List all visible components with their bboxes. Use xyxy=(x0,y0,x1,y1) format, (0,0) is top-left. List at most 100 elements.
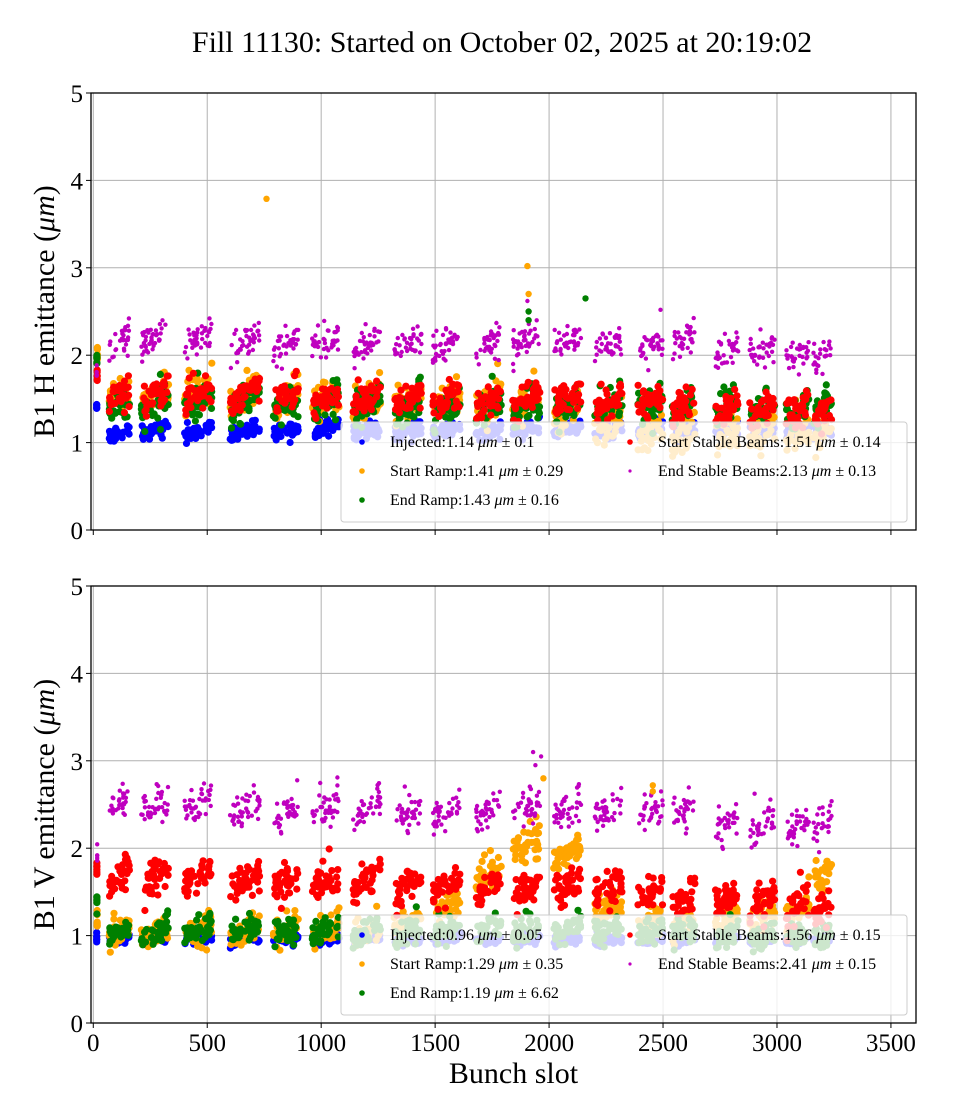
data-point xyxy=(429,392,437,400)
data-point xyxy=(282,932,290,940)
outlier-point xyxy=(524,262,531,270)
data-point xyxy=(274,364,279,369)
data-point xyxy=(488,333,494,338)
data-point xyxy=(357,385,365,393)
data-point xyxy=(373,388,381,396)
data-point xyxy=(202,425,210,433)
data-point xyxy=(735,335,740,340)
data-point xyxy=(352,353,357,359)
data-point xyxy=(570,332,576,338)
data-point xyxy=(766,353,771,359)
data-point xyxy=(208,359,216,367)
data-point xyxy=(315,930,323,938)
data-point xyxy=(209,321,214,327)
data-point xyxy=(556,845,564,853)
data-point xyxy=(122,918,130,926)
data-point xyxy=(603,390,611,398)
data-point xyxy=(688,330,693,336)
data-point xyxy=(762,365,768,370)
data-point xyxy=(450,339,456,344)
data-point xyxy=(187,403,195,412)
data-point xyxy=(604,345,609,351)
data-point xyxy=(769,349,775,354)
data-point xyxy=(672,329,677,335)
data-point xyxy=(771,360,776,365)
data-point xyxy=(592,398,600,406)
data-point xyxy=(182,439,191,447)
data-point xyxy=(494,320,499,326)
data-point xyxy=(603,335,609,341)
data-point xyxy=(190,345,195,350)
data-point xyxy=(416,338,421,343)
data-point xyxy=(321,346,327,352)
outlier-point xyxy=(526,344,532,349)
data-point xyxy=(153,328,159,333)
data-point xyxy=(201,372,210,380)
data-point xyxy=(535,403,544,411)
data-point xyxy=(120,409,128,417)
data-point xyxy=(142,349,147,354)
data-point xyxy=(194,340,200,345)
data-point xyxy=(183,344,189,350)
data-point xyxy=(516,351,521,357)
data-point xyxy=(413,348,418,353)
data-point xyxy=(182,350,188,355)
data-point xyxy=(526,331,532,336)
data-point xyxy=(198,936,206,945)
data-point xyxy=(453,900,461,908)
y-tick-label: 5 xyxy=(71,81,84,108)
data-point xyxy=(281,406,289,414)
data-point xyxy=(686,391,695,399)
legend-marker xyxy=(359,439,365,445)
data-point xyxy=(478,857,486,866)
data-point xyxy=(352,392,360,400)
data-point xyxy=(410,326,416,331)
data-point xyxy=(291,424,299,432)
data-point xyxy=(106,948,114,956)
data-point xyxy=(161,381,169,389)
data-point xyxy=(373,902,381,910)
data-point xyxy=(331,423,339,431)
data-point xyxy=(730,360,735,365)
data-point xyxy=(333,385,342,393)
data-point xyxy=(814,367,819,372)
data-point xyxy=(241,343,246,348)
data-point xyxy=(288,431,296,439)
data-point xyxy=(818,866,826,874)
data-point xyxy=(206,909,214,918)
data-point xyxy=(107,358,112,363)
legend-label: End Stable Beams:2.13 μm ± 0.13 xyxy=(658,463,876,480)
data-point xyxy=(652,344,657,349)
data-point xyxy=(372,326,377,331)
data-point xyxy=(474,355,479,360)
data-point xyxy=(323,425,331,433)
data-point xyxy=(603,397,611,405)
data-point xyxy=(482,348,487,354)
data-point xyxy=(552,327,557,333)
data-point xyxy=(283,323,288,328)
data-point xyxy=(511,368,516,374)
data-point xyxy=(452,397,460,405)
data-point xyxy=(207,398,215,406)
data-point xyxy=(534,318,539,323)
data-point xyxy=(352,346,358,352)
data-point xyxy=(734,340,739,345)
data-point xyxy=(481,393,489,401)
data-point xyxy=(246,349,252,354)
data-point xyxy=(276,346,281,351)
data-point xyxy=(193,916,201,924)
data-point xyxy=(255,427,263,435)
data-point xyxy=(594,352,599,357)
data-point xyxy=(335,347,341,352)
data-point xyxy=(205,333,210,339)
data-point xyxy=(510,361,516,367)
data-point xyxy=(429,401,437,409)
data-point xyxy=(244,344,250,349)
data-point xyxy=(199,404,207,412)
data-point xyxy=(235,360,240,365)
data-point xyxy=(123,342,129,347)
data-point xyxy=(571,844,579,852)
data-point xyxy=(359,330,364,336)
data-point xyxy=(789,354,794,359)
data-point xyxy=(93,404,101,412)
